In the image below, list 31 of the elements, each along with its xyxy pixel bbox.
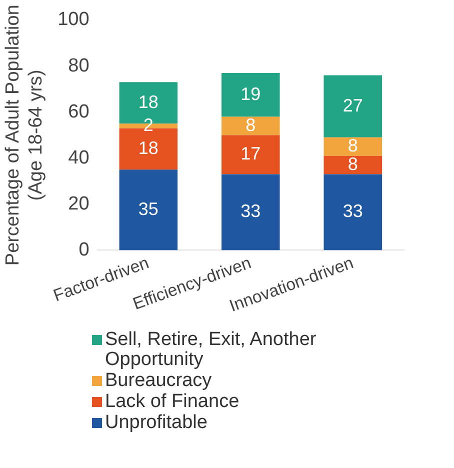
y-tick-label: 80 [68,55,90,76]
bar [222,135,280,174]
y-tick-label: 60 [68,101,90,122]
legend-label: Sell, Retire, Exit, Another Opportunity [105,329,318,370]
data-label: 19 [240,84,261,104]
legend-label: Unprofitable [105,412,208,433]
bar [324,137,382,156]
data-label: 8 [348,136,358,156]
data-label: 8 [246,114,256,135]
data-label: 35 [138,198,158,219]
data-label: 33 [342,201,363,222]
y-tick-label: 20 [68,193,90,214]
bar [222,72,280,117]
data-label: 18 [138,92,158,112]
data-label: 33 [240,201,261,222]
bar [324,174,382,250]
data-label: 8 [348,154,358,174]
y-tick-label: 0 [78,239,90,260]
data-label: 27 [342,95,363,116]
bar [222,116,280,136]
y-axis-title: Percentage of Adult Population (Age 18-64 yrs) [2,4,46,266]
data-label: 17 [240,144,261,164]
legend-label: Bureaucracy [105,370,212,391]
bar [222,174,280,250]
y-tick-label: 40 [68,147,90,168]
bar [324,156,382,174]
bar [324,75,382,138]
y-tick-label: 100 [58,9,90,30]
legend-label: Lack of Finance [105,391,240,412]
data-label: 18 [138,138,158,158]
bar [119,170,178,250]
